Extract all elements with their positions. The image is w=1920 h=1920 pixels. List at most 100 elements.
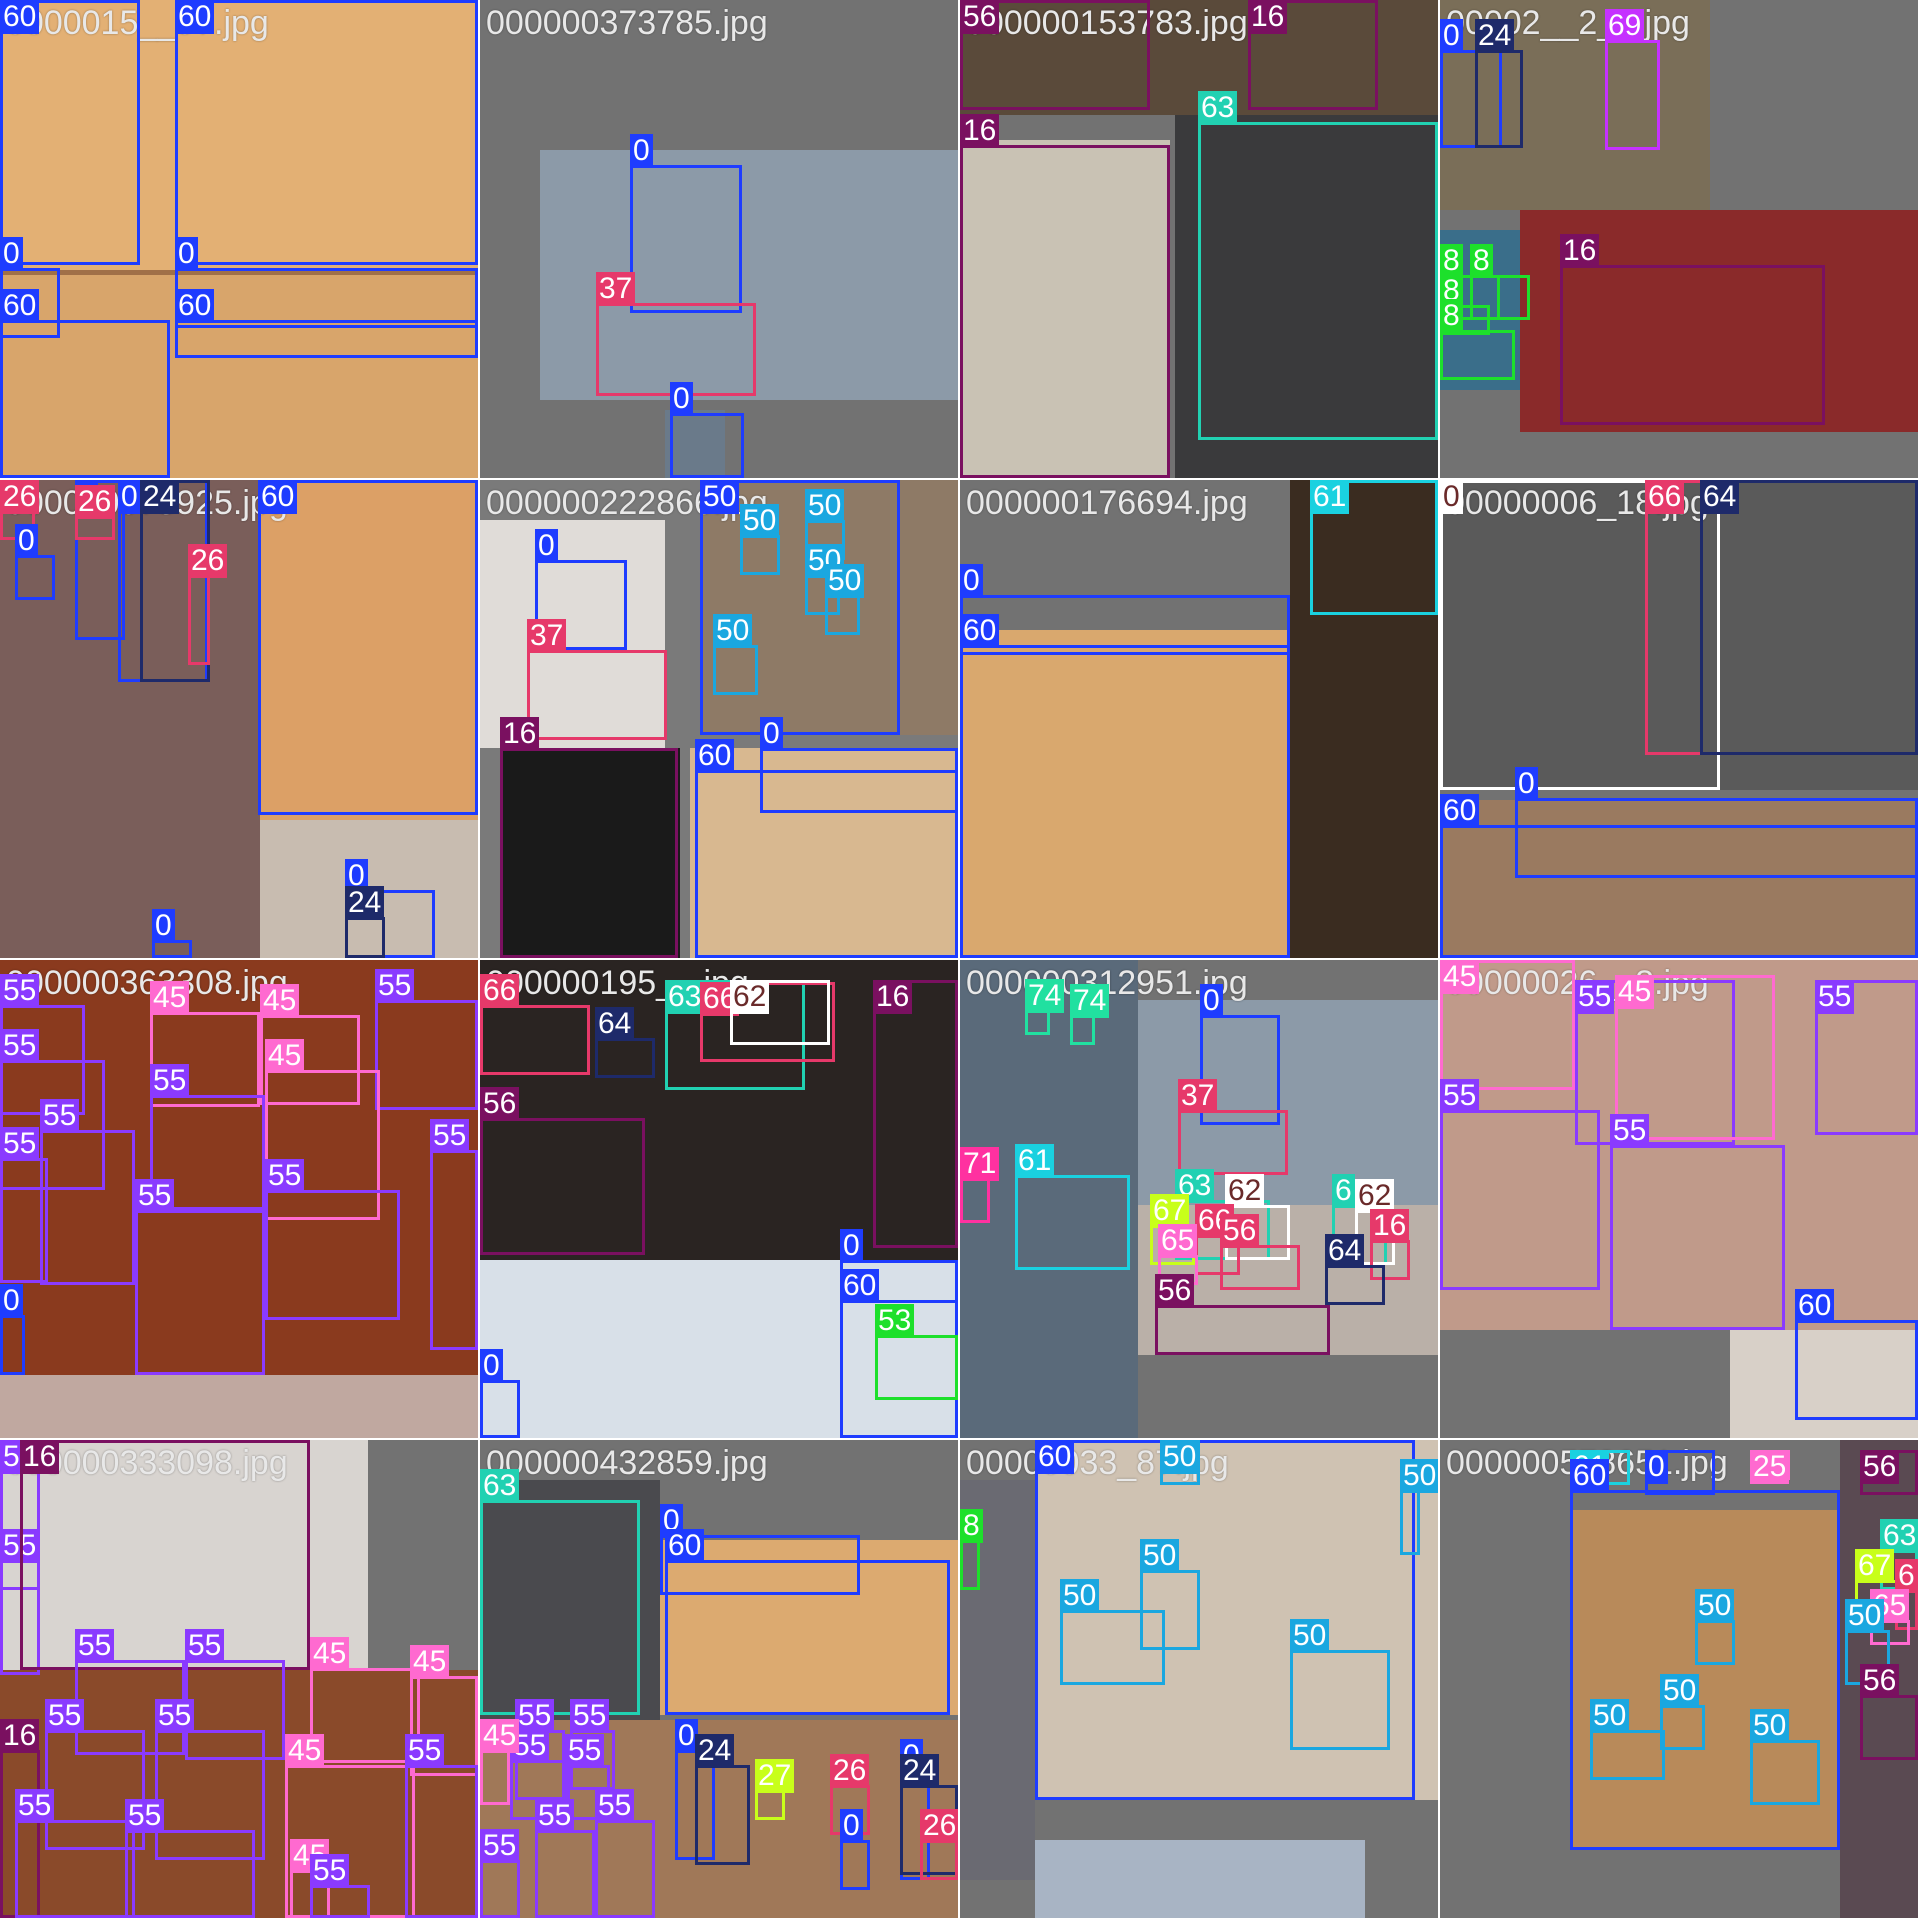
bounding-box: 60: [175, 0, 478, 265]
bounding-box: 60: [258, 480, 478, 815]
photo-region: [0, 1375, 478, 1438]
bounding-box: 64: [595, 1007, 655, 1078]
bounding-box: 16: [0, 1719, 40, 1918]
photo-region: [1290, 480, 1438, 958]
bounding-box: 55: [375, 969, 478, 1110]
class-label: 63: [1880, 1519, 1918, 1553]
class-label: 16: [0, 1719, 40, 1753]
class-label: 0: [1515, 767, 1538, 801]
class-label: 24: [140, 480, 180, 514]
class-label: 50: [1060, 1579, 1100, 1613]
bounding-box: 8: [1470, 244, 1530, 320]
bounding-box: 60: [0, 0, 140, 265]
bounding-box: 60: [0, 289, 170, 478]
class-label: 55: [515, 1699, 555, 1733]
class-label: 60: [1795, 1289, 1835, 1323]
class-label: 55: [595, 1789, 635, 1823]
class-label: 64: [1325, 1234, 1365, 1268]
bounding-box: 60: [665, 1529, 950, 1715]
bounding-box: 56: [1220, 1214, 1300, 1290]
bounding-box: 0: [535, 529, 627, 650]
photo-region: [1035, 1840, 1365, 1918]
class-label: 74: [1025, 979, 1065, 1013]
class-label: 0: [535, 529, 558, 563]
class-label: 24: [695, 1734, 735, 1768]
bounding-box: 50: [1060, 1579, 1165, 1685]
bounding-box: 0: [175, 237, 478, 328]
bounding-box: 37: [527, 619, 667, 740]
class-label: 45: [480, 1719, 520, 1753]
bounding-box: 55: [45, 1699, 145, 1850]
bounding-box: 45: [285, 1734, 415, 1918]
class-label: 45: [150, 981, 190, 1015]
image-filename: 000000373785.jpg: [486, 4, 768, 42]
bounding-box: 61: [1015, 1144, 1130, 1270]
bounding-box: 0: [1440, 19, 1502, 148]
class-label: 55: [480, 1829, 520, 1863]
class-label: 67: [1150, 1194, 1190, 1228]
bounding-box: 55: [265, 1159, 400, 1320]
class-label: 26: [0, 480, 40, 514]
class-label: 8: [1440, 244, 1463, 278]
bounding-box: 55: [310, 1854, 370, 1918]
bounding-box: 50: [1400, 1459, 1438, 1555]
class-label: 55: [1440, 1079, 1480, 1113]
class-label: 63: [665, 980, 705, 1014]
class-label: 0: [118, 480, 141, 514]
bounding-box: 8: [960, 1509, 983, 1590]
class-label: 55: [15, 1789, 55, 1823]
class-label: 24: [1475, 19, 1515, 53]
class-label: 50: [1140, 1539, 1180, 1573]
bounding-box: 16: [960, 114, 1170, 478]
bounding-box: 56: [1860, 1664, 1918, 1760]
class-label: 55: [1815, 980, 1855, 1014]
class-label: 0: [760, 717, 783, 751]
class-label: 60: [258, 480, 298, 514]
class-label: 62: [1225, 1174, 1265, 1208]
class-label: 56: [1220, 1214, 1260, 1248]
class-label: 16: [873, 980, 913, 1014]
bounding-box: 50: [825, 564, 865, 635]
class-label: 60: [1035, 1440, 1075, 1474]
class-label: 66: [1645, 480, 1685, 514]
bounding-box: 55: [1815, 980, 1918, 1135]
class-label: 8: [1470, 244, 1493, 278]
bounding-box: 74: [1070, 984, 1110, 1045]
class-label: 69: [1605, 9, 1645, 43]
class-label: 55: [185, 1629, 225, 1663]
class-label: 50: [805, 489, 845, 523]
photo-region: [500, 748, 680, 958]
class-label: 55: [40, 1099, 80, 1133]
bounding-box: 0: [480, 1349, 520, 1438]
bounding-box: 45: [310, 1637, 420, 1763]
class-label: 62: [1355, 1179, 1395, 1213]
bounding-box: 45: [1615, 975, 1775, 1140]
bounding-box: 0: [840, 1809, 870, 1890]
photo-region: [960, 630, 1290, 958]
bounding-box: 0: [1645, 1450, 1715, 1495]
bounding-box: 45: [410, 1645, 478, 1776]
class-label: 0: [840, 1229, 863, 1263]
photo-region: [960, 1480, 1035, 1880]
bounding-box: 24: [1475, 19, 1523, 148]
class-label: 16: [20, 1440, 60, 1474]
class-label: 0: [675, 1719, 698, 1753]
bounding-box: 24: [695, 1734, 750, 1865]
class-label: 56: [1860, 1450, 1900, 1484]
bounding-box: 26: [188, 544, 228, 665]
class-label: 50: [1660, 1674, 1700, 1708]
class-label: 0: [1440, 480, 1463, 514]
bounding-box: 50: [1140, 1539, 1200, 1650]
bounding-box: 24: [900, 1754, 958, 1875]
class-label: 0: [1200, 984, 1223, 1018]
bounding-box: 27: [755, 1759, 795, 1820]
class-label: 55: [1610, 1114, 1650, 1148]
class-label: 0: [15, 524, 38, 558]
bounding-box: 71: [960, 1147, 1000, 1223]
class-label: 56: [480, 1087, 520, 1121]
bounding-box: 60: [695, 739, 958, 958]
class-label: 24: [900, 1754, 940, 1788]
bounding-box: 50: [805, 489, 845, 560]
bounding-box: 50: [740, 504, 780, 575]
bounding-box: 50: [1160, 1440, 1200, 1485]
